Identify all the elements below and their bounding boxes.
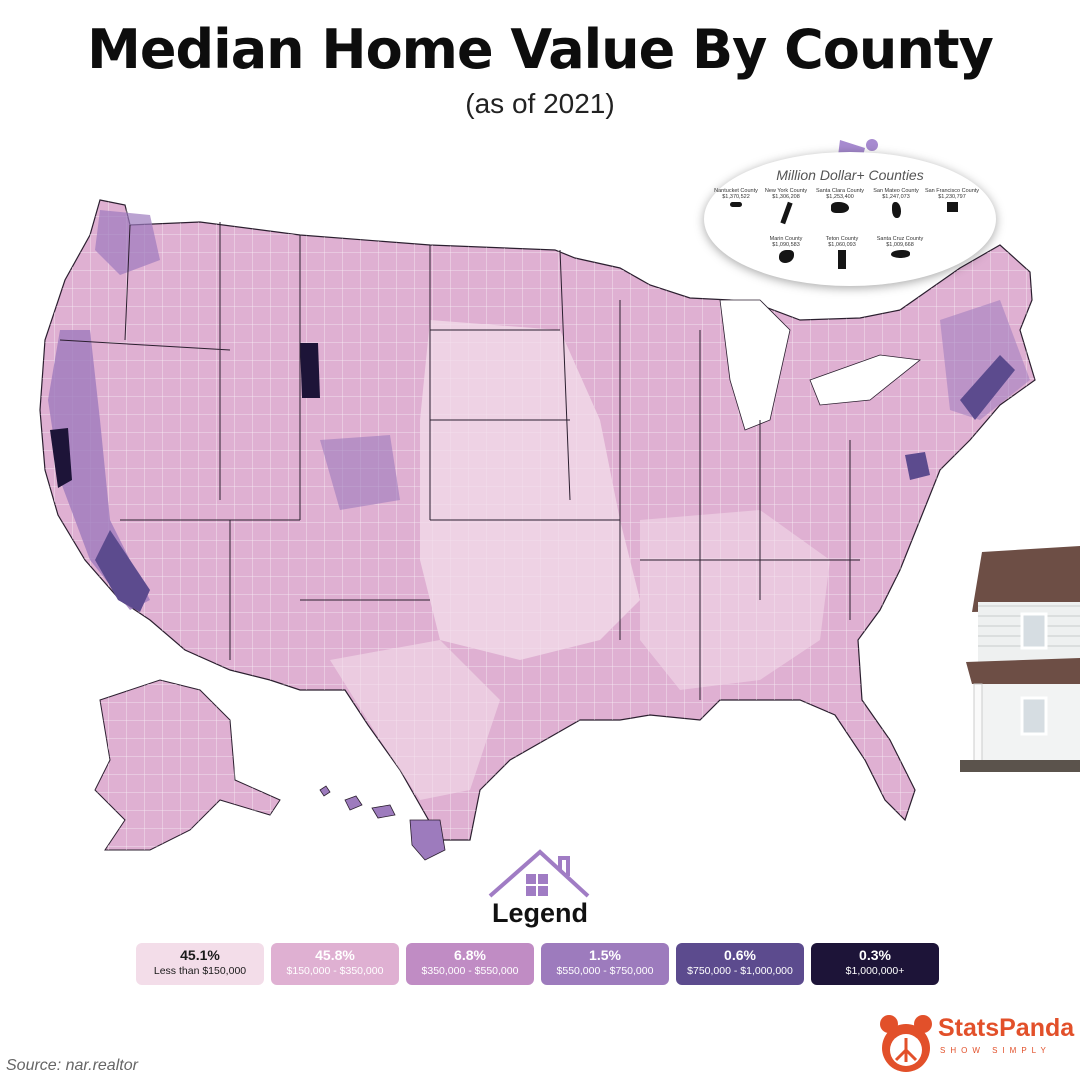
legend-item-150k-350k: 45.8% $150,000 - $350,000 (271, 943, 399, 985)
county-name: Teton County (825, 236, 859, 242)
dc-area-very-high (905, 452, 930, 480)
bay-area-top-counties (50, 428, 72, 488)
santa-cruz-shape-icon (890, 250, 910, 258)
county-name: Marin County (769, 236, 803, 242)
legend-percent: 6.8% (454, 947, 486, 963)
brand-tagline: SHOW SIMPLY (940, 1046, 1051, 1055)
county-value: $1,370,522 (722, 194, 750, 200)
san-mateo-shape-icon (891, 202, 901, 218)
legend-percent: 45.8% (315, 947, 355, 963)
legend-range: $350,000 - $550,000 (421, 965, 519, 977)
northeast-high-region (940, 300, 1030, 420)
west-coast-high-region (48, 330, 150, 610)
legend-item-over-1m: 0.3% $1,000,000+ (811, 943, 939, 985)
county-value: $1,253,400 (826, 194, 854, 200)
great-lakes-erie-ontario (809, 354, 921, 406)
southern-california-very-high (95, 530, 150, 612)
million-dollar-heading: Million Dollar+ Counties (776, 167, 924, 183)
county-san-francisco: San Francisco County $1,230,797 (920, 188, 984, 212)
santa-clara-shape-icon (831, 202, 849, 213)
house-illustration (960, 546, 1080, 772)
colorado-high-region (320, 435, 400, 510)
legend-house-icon (488, 849, 590, 898)
southeast-low-value-region (640, 510, 830, 690)
legend-range: $1,000,000+ (845, 965, 905, 977)
county-value: $1,090,583 (772, 242, 800, 248)
county-name: Santa Cruz County (876, 236, 924, 242)
nantucket-shape-icon (730, 202, 742, 207)
legend-item-750k-1m: 0.6% $750,000 - $1,000,000 (676, 943, 804, 985)
state-borders (59, 222, 860, 700)
hawaii (319, 785, 446, 861)
great-lakes-michigan (719, 299, 791, 431)
plains-low-value-region (420, 320, 640, 660)
county-name: Santa Clara County (816, 188, 864, 194)
county-value: $1,247,073 (882, 194, 910, 200)
county-nantucket: Nantucket County $1,370,522 (704, 188, 768, 207)
contiguous-us (39, 199, 1036, 841)
nyc-boston-very-high (960, 355, 1015, 420)
county-value: $1,306,208 (772, 194, 800, 200)
county-name: San Francisco County (924, 188, 980, 194)
san-francisco-shape-icon (946, 202, 958, 212)
legend-range: Less than $150,000 (153, 965, 247, 977)
county-value: $1,009,668 (886, 242, 914, 248)
legend-item-550k-750k: 1.5% $550,000 - $750,000 (541, 943, 669, 985)
legend-range: $550,000 - $750,000 (556, 965, 654, 977)
legend-item-350k-550k: 6.8% $350,000 - $550,000 (406, 943, 534, 985)
legend-range: $750,000 - $1,000,000 (687, 965, 793, 977)
county-marin: Marin County $1,090,583 (754, 236, 818, 263)
county-value: $1,060,093 (828, 242, 856, 248)
marin-shape-icon (778, 250, 794, 263)
million-dollar-counties-panel: Million Dollar+ Counties Nantucket Count… (704, 152, 996, 286)
legend-title: Legend (491, 898, 588, 928)
brand-name: StatsPanda (938, 1014, 1075, 1042)
legend-percent: 0.6% (724, 947, 756, 963)
map-title: Median Home Value By County (87, 18, 994, 81)
county-santa-cruz: Santa Cruz County $1,009,668 (868, 236, 932, 258)
legend-percent: 1.5% (589, 947, 621, 963)
new-york-shape-icon (779, 201, 793, 225)
source-note: Source: nar.realtor (6, 1057, 138, 1074)
county-value: $1,230,797 (938, 194, 966, 200)
alaska (94, 679, 281, 851)
map-subtitle: (as of 2021) (465, 88, 615, 119)
legend-item-under-150k: 45.1% Less than $150,000 (136, 943, 264, 985)
county-san-mateo: San Mateo County $1,247,073 (864, 188, 928, 218)
county-teton: Teton County $1,060,093 (810, 236, 874, 269)
county-name: New York County (764, 188, 808, 194)
pacific-northwest-high-region (95, 210, 160, 275)
legend-range: $150,000 - $350,000 (286, 965, 384, 977)
county-name: San Mateo County (873, 188, 919, 194)
legend-percent: 45.1% (180, 947, 220, 963)
texas-low-value-region (330, 640, 500, 800)
county-new-york: New York County $1,306,208 (754, 188, 818, 225)
legend-percent: 0.3% (859, 947, 891, 963)
statspanda-logo-icon (880, 1015, 932, 1072)
county-santa-clara: Santa Clara County $1,253,400 (808, 188, 872, 213)
teton-county (300, 343, 320, 398)
teton-shape-icon (838, 250, 846, 269)
county-name: Nantucket County (714, 188, 758, 194)
